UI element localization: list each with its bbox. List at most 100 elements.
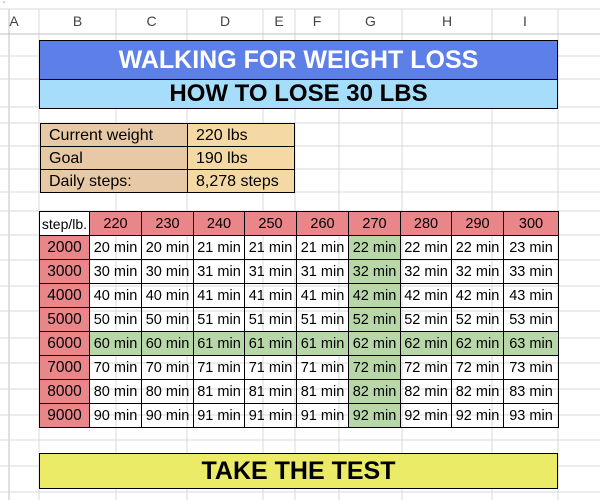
time-cell[interactable]: 60 min	[141, 331, 194, 356]
weight-header[interactable]: 250	[244, 211, 297, 236]
column-header-d[interactable]: D	[219, 13, 231, 29]
time-cell[interactable]: 71 min	[296, 355, 349, 380]
time-cell[interactable]: 81 min	[296, 379, 349, 404]
time-cell[interactable]: 63 min	[503, 331, 559, 356]
time-cell[interactable]: 40 min	[141, 283, 194, 308]
time-cell[interactable]: 22 min	[451, 235, 504, 260]
time-cell[interactable]: 81 min	[193, 379, 245, 404]
weight-header[interactable]: 230	[141, 211, 194, 236]
weight-header[interactable]: 220	[89, 211, 142, 236]
time-cell[interactable]: 22 min	[400, 235, 452, 260]
time-cell[interactable]: 70 min	[141, 355, 194, 380]
time-cell[interactable]: 93 min	[503, 403, 559, 428]
time-cell[interactable]: 70 min	[89, 355, 142, 380]
time-cell[interactable]: 42 min	[400, 283, 452, 308]
time-cell[interactable]: 61 min	[193, 331, 245, 356]
time-cell[interactable]: 31 min	[244, 259, 297, 284]
time-cell[interactable]: 92 min	[400, 403, 452, 428]
time-cell[interactable]: 30 min	[141, 259, 194, 284]
time-cell[interactable]: 52 min	[348, 307, 401, 332]
column-header-b[interactable]: B	[72, 13, 83, 29]
time-cell[interactable]: 73 min	[503, 355, 559, 380]
steps-row-header[interactable]: 9000	[39, 403, 90, 428]
current-weight-value[interactable]: 220 lbs	[187, 123, 295, 147]
steps-row-header[interactable]: 3000	[39, 259, 90, 284]
weight-header[interactable]: 280	[400, 211, 452, 236]
time-cell[interactable]: 71 min	[244, 355, 297, 380]
time-cell[interactable]: 22 min	[348, 235, 401, 260]
time-cell[interactable]: 90 min	[141, 403, 194, 428]
steps-row-header[interactable]: 6000	[39, 331, 90, 356]
steps-row-header[interactable]: 4000	[39, 283, 90, 308]
time-cell[interactable]: 41 min	[193, 283, 245, 308]
daily-steps-value[interactable]: 8,278 steps	[187, 169, 295, 193]
time-cell[interactable]: 61 min	[244, 331, 297, 356]
time-cell[interactable]: 31 min	[296, 259, 349, 284]
time-cell[interactable]: 51 min	[244, 307, 297, 332]
time-cell[interactable]: 62 min	[348, 331, 401, 356]
time-cell[interactable]: 20 min	[141, 235, 194, 260]
time-cell[interactable]: 72 min	[348, 355, 401, 380]
time-cell[interactable]: 52 min	[400, 307, 452, 332]
column-header-g[interactable]: G	[365, 13, 376, 29]
time-cell[interactable]: 92 min	[348, 403, 401, 428]
time-cell[interactable]: 21 min	[193, 235, 245, 260]
time-cell[interactable]: 82 min	[348, 379, 401, 404]
time-cell[interactable]: 42 min	[348, 283, 401, 308]
time-cell[interactable]: 20 min	[89, 235, 142, 260]
table-corner-label[interactable]: step/lb.	[39, 211, 90, 236]
steps-row-header[interactable]: 5000	[39, 307, 90, 332]
column-header-h[interactable]: H	[441, 13, 453, 29]
time-cell[interactable]: 42 min	[451, 283, 504, 308]
time-cell[interactable]: 41 min	[296, 283, 349, 308]
time-cell[interactable]: 51 min	[296, 307, 349, 332]
column-header-a[interactable]: A	[9, 13, 19, 29]
time-cell[interactable]: 92 min	[451, 403, 504, 428]
time-cell[interactable]: 51 min	[193, 307, 245, 332]
time-cell[interactable]: 50 min	[141, 307, 194, 332]
time-cell[interactable]: 41 min	[244, 283, 297, 308]
time-cell[interactable]: 82 min	[400, 379, 452, 404]
time-cell[interactable]: 32 min	[400, 259, 452, 284]
weight-header[interactable]: 270	[348, 211, 401, 236]
time-cell[interactable]: 71 min	[193, 355, 245, 380]
time-cell[interactable]: 72 min	[400, 355, 452, 380]
time-cell[interactable]: 32 min	[451, 259, 504, 284]
time-cell[interactable]: 62 min	[400, 331, 452, 356]
time-cell[interactable]: 91 min	[244, 403, 297, 428]
current-weight-label[interactable]: Current weight	[40, 123, 188, 147]
weight-header[interactable]: 290	[451, 211, 504, 236]
time-cell[interactable]: 50 min	[89, 307, 142, 332]
time-cell[interactable]: 30 min	[89, 259, 142, 284]
column-header-f[interactable]: F	[312, 13, 322, 29]
time-cell[interactable]: 61 min	[296, 331, 349, 356]
time-cell[interactable]: 80 min	[89, 379, 142, 404]
weight-header[interactable]: 260	[296, 211, 349, 236]
column-header-i[interactable]: I	[523, 13, 527, 29]
time-cell[interactable]: 21 min	[296, 235, 349, 260]
time-cell[interactable]: 91 min	[193, 403, 245, 428]
time-cell[interactable]: 81 min	[244, 379, 297, 404]
time-cell[interactable]: 82 min	[451, 379, 504, 404]
time-cell[interactable]: 23 min	[503, 235, 559, 260]
time-cell[interactable]: 52 min	[451, 307, 504, 332]
time-cell[interactable]: 40 min	[89, 283, 142, 308]
steps-row-header[interactable]: 8000	[39, 379, 90, 404]
weight-header[interactable]: 240	[193, 211, 245, 236]
weight-header[interactable]: 300	[503, 211, 559, 236]
select-all-corner[interactable]: ⌄	[1, 0, 7, 5]
steps-row-header[interactable]: 7000	[39, 355, 90, 380]
goal-label[interactable]: Goal	[40, 146, 188, 170]
time-cell[interactable]: 80 min	[141, 379, 194, 404]
time-cell[interactable]: 21 min	[244, 235, 297, 260]
column-header-c[interactable]: C	[146, 13, 157, 29]
daily-steps-label[interactable]: Daily steps:	[40, 169, 188, 193]
take-the-test-button[interactable]: TAKE THE TEST	[39, 453, 558, 489]
time-cell[interactable]: 43 min	[503, 283, 559, 308]
goal-value[interactable]: 190 lbs	[187, 146, 295, 170]
time-cell[interactable]: 33 min	[503, 259, 559, 284]
steps-row-header[interactable]: 2000	[39, 235, 90, 260]
time-cell[interactable]: 60 min	[89, 331, 142, 356]
time-cell[interactable]: 32 min	[348, 259, 401, 284]
time-cell[interactable]: 62 min	[451, 331, 504, 356]
